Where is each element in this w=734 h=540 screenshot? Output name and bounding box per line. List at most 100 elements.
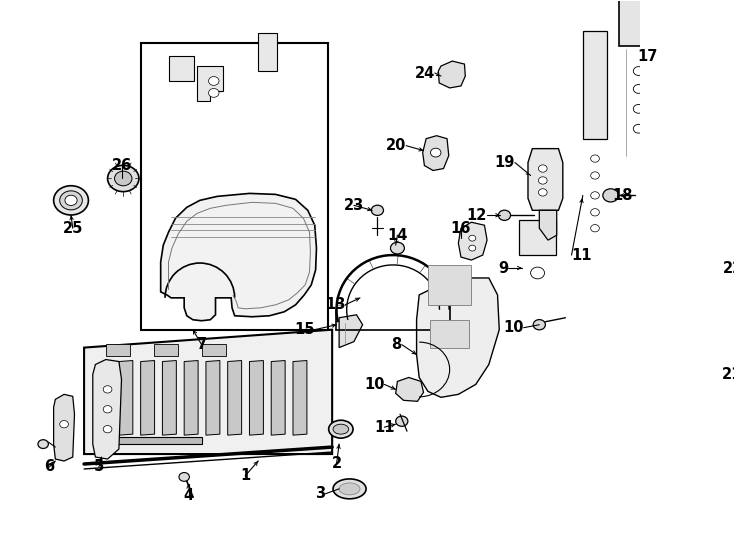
Polygon shape bbox=[206, 361, 220, 435]
Bar bbox=[141, 43, 328, 330]
Text: 17: 17 bbox=[637, 49, 658, 64]
Text: 14: 14 bbox=[388, 228, 407, 242]
Text: 16: 16 bbox=[451, 221, 471, 236]
Circle shape bbox=[469, 235, 476, 241]
Text: 5: 5 bbox=[94, 460, 104, 475]
Ellipse shape bbox=[339, 483, 360, 495]
Text: 18: 18 bbox=[612, 188, 633, 203]
Polygon shape bbox=[715, 268, 734, 310]
Polygon shape bbox=[228, 361, 241, 435]
Text: 24: 24 bbox=[415, 65, 435, 80]
Bar bbox=[170, 56, 194, 81]
Circle shape bbox=[539, 189, 547, 196]
Polygon shape bbox=[272, 361, 285, 435]
Circle shape bbox=[431, 148, 441, 157]
Polygon shape bbox=[184, 361, 198, 435]
Polygon shape bbox=[539, 210, 556, 240]
Circle shape bbox=[54, 186, 88, 215]
Circle shape bbox=[108, 165, 139, 192]
Polygon shape bbox=[84, 330, 333, 454]
Polygon shape bbox=[528, 148, 563, 210]
Text: 20: 20 bbox=[386, 138, 406, 153]
Bar bbox=[115, 437, 202, 444]
Text: 2: 2 bbox=[332, 456, 341, 471]
Circle shape bbox=[38, 440, 48, 449]
Bar bbox=[583, 31, 607, 139]
Polygon shape bbox=[161, 193, 316, 321]
Text: 13: 13 bbox=[325, 298, 345, 312]
Bar bbox=[429, 320, 469, 348]
Text: 1: 1 bbox=[240, 468, 250, 483]
Polygon shape bbox=[119, 361, 133, 435]
Circle shape bbox=[208, 77, 219, 85]
Circle shape bbox=[103, 426, 112, 433]
Polygon shape bbox=[423, 136, 448, 171]
Circle shape bbox=[390, 242, 404, 254]
Circle shape bbox=[371, 205, 383, 215]
Polygon shape bbox=[162, 361, 176, 435]
Circle shape bbox=[179, 472, 189, 481]
Circle shape bbox=[498, 210, 511, 220]
Circle shape bbox=[633, 85, 644, 93]
Text: 10: 10 bbox=[503, 320, 523, 335]
Text: 26: 26 bbox=[112, 158, 131, 173]
Bar bbox=[106, 343, 130, 355]
Circle shape bbox=[591, 155, 600, 162]
Circle shape bbox=[208, 89, 219, 97]
Circle shape bbox=[727, 285, 734, 295]
Polygon shape bbox=[339, 315, 363, 348]
Bar bbox=[202, 343, 226, 355]
Circle shape bbox=[103, 386, 112, 393]
Circle shape bbox=[65, 195, 77, 206]
Ellipse shape bbox=[333, 479, 366, 499]
Circle shape bbox=[633, 104, 644, 113]
Ellipse shape bbox=[329, 420, 353, 438]
Text: 7: 7 bbox=[197, 337, 207, 352]
Polygon shape bbox=[197, 66, 223, 101]
Text: 12: 12 bbox=[467, 208, 487, 223]
Text: 10: 10 bbox=[364, 377, 385, 392]
Circle shape bbox=[591, 192, 600, 199]
Bar bbox=[519, 220, 556, 255]
Circle shape bbox=[633, 124, 644, 133]
Polygon shape bbox=[396, 377, 424, 401]
Circle shape bbox=[591, 225, 600, 232]
Circle shape bbox=[633, 66, 644, 76]
Polygon shape bbox=[458, 222, 487, 260]
Text: 15: 15 bbox=[294, 322, 315, 337]
Polygon shape bbox=[92, 360, 122, 459]
Circle shape bbox=[115, 171, 132, 186]
Text: 8: 8 bbox=[391, 337, 401, 352]
Text: 11: 11 bbox=[572, 247, 592, 262]
Circle shape bbox=[59, 421, 68, 428]
Circle shape bbox=[103, 406, 112, 413]
Polygon shape bbox=[293, 361, 307, 435]
Circle shape bbox=[603, 189, 619, 202]
Text: 3: 3 bbox=[315, 487, 325, 501]
Text: 19: 19 bbox=[495, 155, 515, 170]
Text: 25: 25 bbox=[62, 221, 83, 236]
Circle shape bbox=[59, 191, 82, 210]
Bar bbox=[619, 0, 658, 46]
Text: 6: 6 bbox=[44, 460, 54, 475]
Circle shape bbox=[591, 208, 600, 216]
Circle shape bbox=[591, 172, 600, 179]
Polygon shape bbox=[726, 325, 734, 372]
Polygon shape bbox=[250, 361, 264, 435]
Circle shape bbox=[539, 165, 547, 172]
Text: 9: 9 bbox=[498, 260, 508, 275]
Bar bbox=[258, 33, 277, 71]
Polygon shape bbox=[54, 394, 75, 461]
Circle shape bbox=[469, 245, 476, 251]
Circle shape bbox=[539, 177, 547, 184]
Bar bbox=[428, 265, 471, 305]
Circle shape bbox=[531, 267, 545, 279]
Text: 11: 11 bbox=[374, 420, 395, 435]
Circle shape bbox=[396, 416, 408, 427]
Text: 22: 22 bbox=[722, 260, 734, 275]
Text: 4: 4 bbox=[184, 488, 194, 503]
Text: 21: 21 bbox=[722, 367, 734, 382]
Text: 23: 23 bbox=[344, 198, 364, 213]
Polygon shape bbox=[417, 278, 499, 397]
Bar bbox=[153, 343, 178, 355]
